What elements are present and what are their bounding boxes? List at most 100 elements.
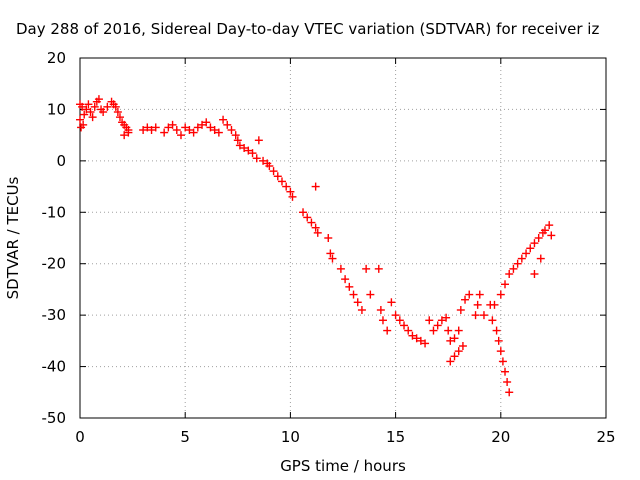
data-point xyxy=(113,108,122,116)
data-point xyxy=(240,144,249,152)
y-tick-label: -20 xyxy=(42,255,67,273)
data-point xyxy=(214,128,223,137)
data-point xyxy=(513,259,522,268)
data-point xyxy=(313,228,322,237)
data-point xyxy=(383,326,392,335)
x-tick-label: 0 xyxy=(75,428,85,446)
data-point xyxy=(139,126,148,134)
x-axis-title: GPS time / hours xyxy=(280,457,406,475)
axis-ticks: 0 5 10 15 20 25 -50 -40 -30 -20 -10 0 10 20 xyxy=(42,49,616,446)
data-point xyxy=(488,316,497,325)
data-point xyxy=(416,336,425,345)
data-point xyxy=(378,316,387,325)
data-point xyxy=(198,120,207,129)
data-point xyxy=(99,108,108,116)
data-point xyxy=(526,244,535,253)
data-point xyxy=(530,270,539,278)
data-point xyxy=(490,300,499,309)
data-point xyxy=(181,123,190,132)
data-point xyxy=(286,187,295,196)
data-point xyxy=(303,213,312,222)
data-point xyxy=(111,102,120,111)
data-point xyxy=(324,234,333,242)
data-point xyxy=(206,123,215,132)
data-point xyxy=(244,146,253,155)
data-point xyxy=(311,182,320,191)
data-point xyxy=(357,306,366,314)
data-point xyxy=(376,306,385,314)
data-point xyxy=(231,131,240,140)
data-point xyxy=(429,326,438,335)
data-point xyxy=(545,221,554,230)
data-point xyxy=(442,313,451,322)
data-point xyxy=(496,347,505,356)
y-tick-label: 20 xyxy=(47,49,66,67)
data-point xyxy=(94,95,103,104)
x-tick-label: 25 xyxy=(596,428,615,446)
data-point xyxy=(79,120,88,129)
data-point xyxy=(164,123,173,132)
data-point xyxy=(143,123,152,132)
y-axis-title: SDTVAR / TECUs xyxy=(4,176,22,299)
data-point xyxy=(454,326,463,335)
data-point xyxy=(408,331,417,340)
data-point xyxy=(522,249,531,258)
data-point xyxy=(509,264,518,273)
data-point xyxy=(202,118,211,127)
data-point xyxy=(494,336,503,345)
data-point xyxy=(185,126,194,134)
data-point xyxy=(547,231,556,240)
data-point xyxy=(328,254,337,263)
x-tick-label: 10 xyxy=(281,428,300,446)
data-point xyxy=(254,136,263,145)
data-point xyxy=(248,149,257,158)
x-tick-label: 15 xyxy=(386,428,405,446)
data-point xyxy=(475,290,484,299)
data-point xyxy=(454,347,463,356)
data-point xyxy=(299,208,308,217)
data-point xyxy=(503,378,512,386)
data-point xyxy=(160,128,169,137)
data-point xyxy=(456,306,465,314)
y-tick-label: -10 xyxy=(42,203,67,221)
data-point xyxy=(307,218,316,227)
data-point xyxy=(147,126,156,134)
data-point xyxy=(273,172,282,181)
chart-title: Day 288 of 2016, Sidereal Day-to-day VTE… xyxy=(16,20,599,38)
data-point xyxy=(233,136,242,145)
data-point xyxy=(501,367,510,376)
data-point xyxy=(496,290,505,299)
y-tick-label: -40 xyxy=(42,358,67,376)
data-point xyxy=(84,100,93,109)
data-point xyxy=(311,223,320,232)
data-point xyxy=(219,115,228,124)
data-point xyxy=(530,239,539,248)
data-point xyxy=(540,226,549,235)
y-tick-label: 10 xyxy=(47,100,66,118)
data-point xyxy=(353,298,362,307)
data-point xyxy=(103,102,112,111)
data-point xyxy=(288,192,297,201)
y-tick-label: 0 xyxy=(56,152,66,170)
data-point xyxy=(450,334,459,343)
data-point xyxy=(458,342,467,350)
data-point xyxy=(88,113,97,122)
data-point xyxy=(78,102,87,111)
data-point xyxy=(534,234,543,242)
data-point xyxy=(517,254,526,263)
data-point xyxy=(400,321,409,330)
data-point xyxy=(227,126,236,134)
data-point xyxy=(446,336,455,345)
data-point xyxy=(465,290,474,299)
data-point xyxy=(412,334,421,343)
y-tick-label: -30 xyxy=(42,306,67,324)
data-point xyxy=(86,108,95,116)
data-point xyxy=(345,282,354,291)
data-point xyxy=(265,162,274,170)
data-point xyxy=(82,105,91,114)
data-point xyxy=(437,316,446,325)
data-point xyxy=(404,326,413,335)
data-point xyxy=(120,131,129,140)
y-tick-label: -50 xyxy=(42,409,67,427)
